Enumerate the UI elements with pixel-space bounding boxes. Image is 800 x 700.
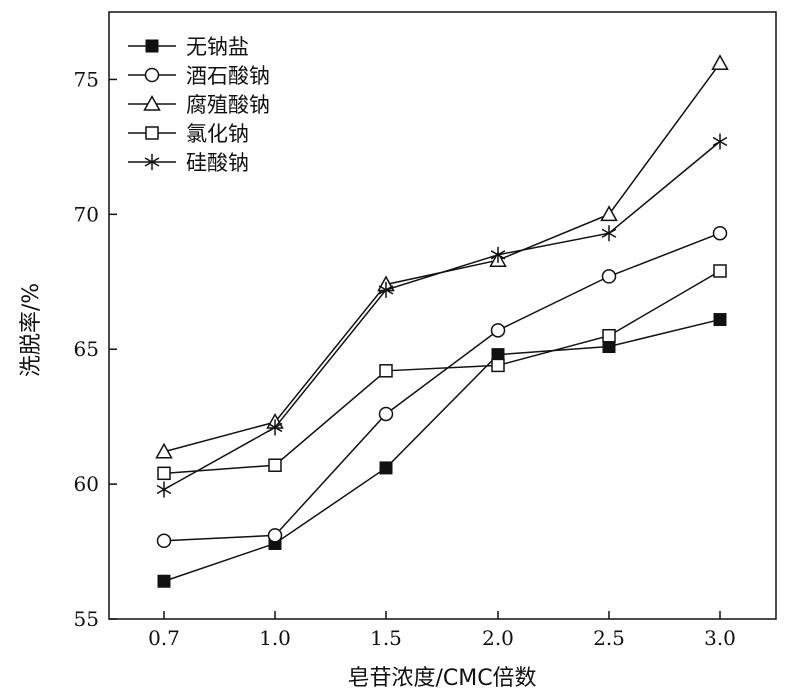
legend-marker bbox=[143, 94, 161, 111]
x-axis: 0.7 1.0 1.5 2.0 2.5 3.0 bbox=[148, 611, 736, 650]
data-point bbox=[156, 533, 172, 549]
x-tick-label: 2.0 bbox=[482, 626, 514, 650]
data-point bbox=[156, 481, 172, 498]
legend-marker bbox=[145, 39, 159, 53]
legend-label: 无钠盐 bbox=[186, 35, 249, 59]
series-layer bbox=[155, 54, 729, 588]
x-tick-label: 1.5 bbox=[370, 626, 402, 650]
data-point bbox=[713, 264, 727, 278]
data-point bbox=[711, 54, 729, 71]
data-point bbox=[712, 133, 728, 150]
y-axis: 55 60 65 70 75 bbox=[74, 67, 117, 631]
data-point bbox=[267, 528, 283, 543]
legend-item: 酒石酸钠 bbox=[128, 64, 270, 88]
series-4 bbox=[157, 264, 727, 481]
y-tick-label: 60 bbox=[74, 472, 99, 496]
data-point bbox=[490, 246, 506, 263]
legend-label: 腐殖酸钠 bbox=[186, 93, 270, 117]
data-point bbox=[378, 406, 394, 422]
x-tick-label: 0.7 bbox=[148, 626, 180, 650]
data-point bbox=[713, 313, 727, 327]
data-point bbox=[490, 323, 506, 338]
data-point bbox=[157, 574, 171, 588]
x-tick-label: 2.5 bbox=[593, 626, 625, 650]
legend-item: 硅酸钠 bbox=[128, 151, 249, 175]
y-tick-label: 65 bbox=[74, 337, 99, 361]
data-point bbox=[602, 328, 616, 343]
plot-frame bbox=[108, 11, 777, 620]
series-line bbox=[163, 270, 721, 475]
data-point bbox=[267, 419, 283, 436]
data-point bbox=[491, 358, 505, 373]
series-line bbox=[163, 232, 721, 542]
legend-label: 酒石酸钠 bbox=[186, 64, 270, 88]
y-axis-title: 洗脱率/% bbox=[19, 283, 44, 377]
legend-label: 氯化钠 bbox=[186, 122, 249, 146]
series-5 bbox=[156, 133, 728, 498]
y-tick-label: 55 bbox=[74, 607, 99, 631]
y-tick-label: 70 bbox=[74, 202, 99, 226]
legend-item: 无钠盐 bbox=[128, 35, 249, 59]
x-tick-label: 1.0 bbox=[259, 626, 291, 650]
series-1 bbox=[157, 313, 727, 588]
data-point bbox=[601, 269, 617, 284]
data-point bbox=[157, 466, 171, 481]
legend-marker bbox=[144, 67, 160, 83]
series-line bbox=[163, 318, 721, 582]
data-point bbox=[601, 225, 617, 242]
data-point bbox=[712, 225, 728, 241]
legend-label: 硅酸钠 bbox=[186, 151, 249, 175]
data-point bbox=[155, 442, 173, 459]
data-point bbox=[378, 281, 394, 298]
y-tick-label: 75 bbox=[74, 67, 99, 91]
series-2 bbox=[156, 225, 728, 549]
data-point bbox=[600, 205, 618, 222]
x-axis-title: 皂苷浓度/CMC倍数 bbox=[347, 666, 536, 691]
legend-item: 氯化钠 bbox=[128, 122, 249, 146]
x-tick-label: 3.0 bbox=[704, 626, 736, 650]
series-line bbox=[163, 140, 721, 491]
legend-marker bbox=[144, 154, 160, 170]
legend-marker bbox=[145, 126, 159, 140]
data-point bbox=[379, 461, 393, 475]
data-point bbox=[379, 364, 393, 378]
legend-item: 腐殖酸钠 bbox=[128, 93, 270, 117]
data-point bbox=[268, 458, 282, 472]
